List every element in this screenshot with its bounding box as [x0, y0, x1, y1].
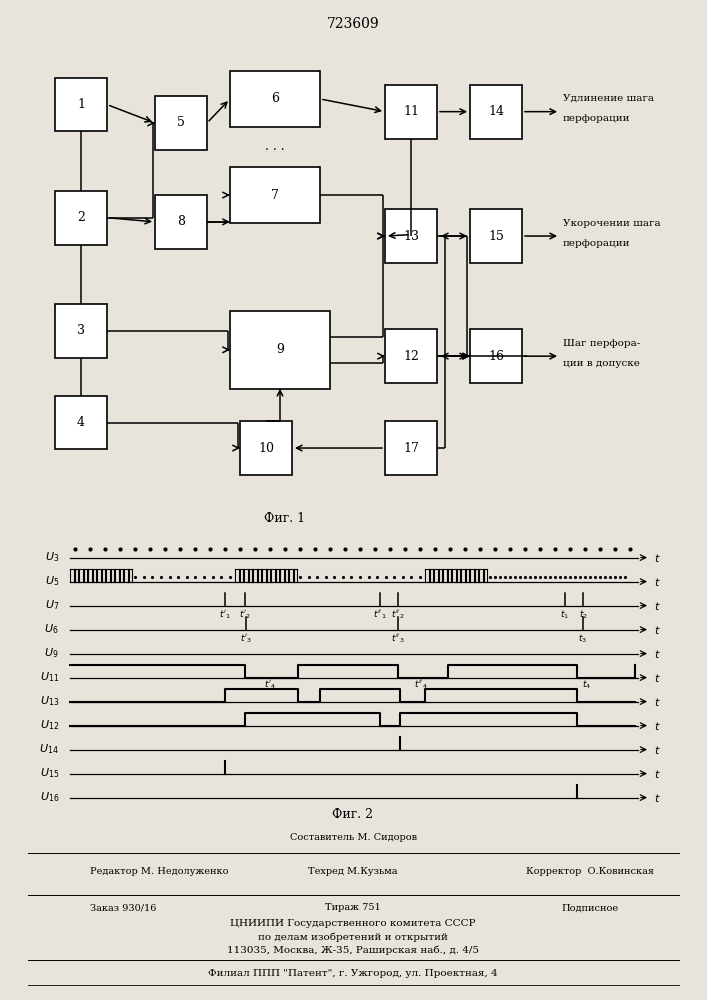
Text: Фиг. 2: Фиг. 2: [332, 808, 373, 821]
Text: $U_5$: $U_5$: [45, 575, 59, 588]
Text: $t'_1$: $t'_1$: [219, 609, 231, 621]
Text: $U_7$: $U_7$: [45, 599, 59, 612]
Text: 4: 4: [77, 416, 85, 429]
Text: 17: 17: [403, 442, 419, 455]
Text: $U_{11}$: $U_{11}$: [40, 671, 59, 684]
Text: 2: 2: [77, 211, 85, 224]
Text: 1: 1: [77, 98, 85, 111]
Text: $t'_3$: $t'_3$: [240, 633, 252, 645]
Bar: [155, 195, 207, 249]
Text: Редактор М. Недолуженко: Редактор М. Недолуженко: [90, 866, 228, 876]
Bar: [240, 421, 292, 475]
Bar: [230, 311, 330, 389]
Text: $t''_4$: $t''_4$: [414, 679, 428, 691]
Text: 723609: 723609: [327, 17, 380, 31]
Text: 7: 7: [271, 189, 279, 202]
Text: $t$: $t$: [654, 576, 661, 588]
Bar: [230, 71, 320, 127]
Text: $t$: $t$: [654, 744, 661, 756]
Bar: [385, 85, 437, 139]
Text: ции в допуске: ции в допуске: [563, 359, 640, 368]
Text: $t_1$: $t_1$: [561, 609, 570, 621]
Text: $t$: $t$: [654, 552, 661, 564]
Text: $U_{16}$: $U_{16}$: [40, 791, 59, 804]
Text: 11: 11: [403, 105, 419, 118]
Text: 16: 16: [488, 350, 504, 363]
Bar: [470, 85, 522, 139]
Text: 10: 10: [258, 442, 274, 455]
Text: Тираж 751: Тираж 751: [325, 904, 381, 912]
Text: $t$: $t$: [654, 624, 661, 636]
Text: Удлинение шага: Удлинение шага: [563, 94, 654, 103]
Bar: [55, 191, 107, 245]
Text: 14: 14: [488, 105, 504, 118]
Text: ЦНИИПИ Государственного комитета СССР: ЦНИИПИ Государственного комитета СССР: [230, 918, 476, 928]
Text: 3: 3: [77, 324, 85, 337]
Text: $t'_2$: $t'_2$: [239, 609, 251, 621]
Text: $t$: $t$: [654, 696, 661, 708]
Text: $U_{14}$: $U_{14}$: [40, 743, 59, 756]
Text: 6: 6: [271, 92, 279, 105]
Text: $t''_2$: $t''_2$: [391, 609, 404, 621]
Text: $t$: $t$: [654, 792, 661, 804]
Text: 5: 5: [177, 116, 185, 129]
Text: $U_6$: $U_6$: [45, 623, 59, 637]
Bar: [470, 329, 522, 383]
Text: 13: 13: [403, 230, 419, 243]
Text: 12: 12: [403, 350, 419, 363]
Bar: [385, 329, 437, 383]
Text: $t_3$: $t_3$: [578, 633, 588, 645]
Text: 15: 15: [488, 230, 504, 243]
Text: Заказ 930/16: Заказ 930/16: [90, 904, 156, 912]
Text: $t$: $t$: [654, 648, 661, 660]
Bar: [155, 96, 207, 150]
Text: Составитель М. Сидоров: Составитель М. Сидоров: [289, 832, 416, 842]
Text: по делам изобретений и открытий: по делам изобретений и открытий: [258, 932, 448, 942]
Text: $t$: $t$: [654, 720, 661, 732]
Bar: [385, 421, 437, 475]
Text: $U_{13}$: $U_{13}$: [40, 695, 59, 708]
Bar: [385, 209, 437, 263]
Text: $U_{12}$: $U_{12}$: [40, 719, 59, 732]
Text: 9: 9: [276, 343, 284, 356]
Text: $U_9$: $U_9$: [45, 647, 59, 660]
Text: перфорации: перфорации: [563, 239, 631, 248]
Text: перфорации: перфорации: [563, 114, 631, 123]
Text: Корректор  О.Ковинская: Корректор О.Ковинская: [526, 866, 654, 876]
Bar: [230, 167, 320, 223]
Text: $t$: $t$: [654, 768, 661, 780]
Bar: [55, 396, 107, 449]
Text: Техред М.Кузьма: Техред М.Кузьма: [308, 866, 398, 876]
Text: $t$: $t$: [654, 600, 661, 612]
Bar: [55, 304, 107, 358]
Bar: [470, 209, 522, 263]
Text: Шаг перфора-: Шаг перфора-: [563, 339, 641, 348]
Text: 8: 8: [177, 215, 185, 228]
Text: . . .: . . .: [265, 140, 285, 153]
Text: $U_{15}$: $U_{15}$: [40, 767, 59, 780]
Text: 113035, Москва, Ж-35, Раширская наб., д. 4/5: 113035, Москва, Ж-35, Раширская наб., д.…: [227, 945, 479, 955]
Text: Подписное: Подписное: [561, 904, 619, 912]
Text: $t_4$: $t_4$: [583, 679, 592, 691]
Text: Филиал ППП "Патент", г. Ужгород, ул. Проектная, 4: Филиал ППП "Патент", г. Ужгород, ул. Про…: [208, 968, 498, 978]
Bar: [55, 78, 107, 131]
Text: $U_3$: $U_3$: [45, 551, 59, 564]
Text: $t''_3$: $t''_3$: [391, 633, 404, 645]
Text: Укорочении шага: Укорочении шага: [563, 219, 660, 228]
Text: $t''_1$: $t''_1$: [373, 609, 387, 621]
Text: $t'_4$: $t'_4$: [264, 679, 276, 691]
Text: $t_2$: $t_2$: [578, 609, 588, 621]
Text: Фиг. 1: Фиг. 1: [264, 512, 305, 525]
Text: $t$: $t$: [654, 672, 661, 684]
